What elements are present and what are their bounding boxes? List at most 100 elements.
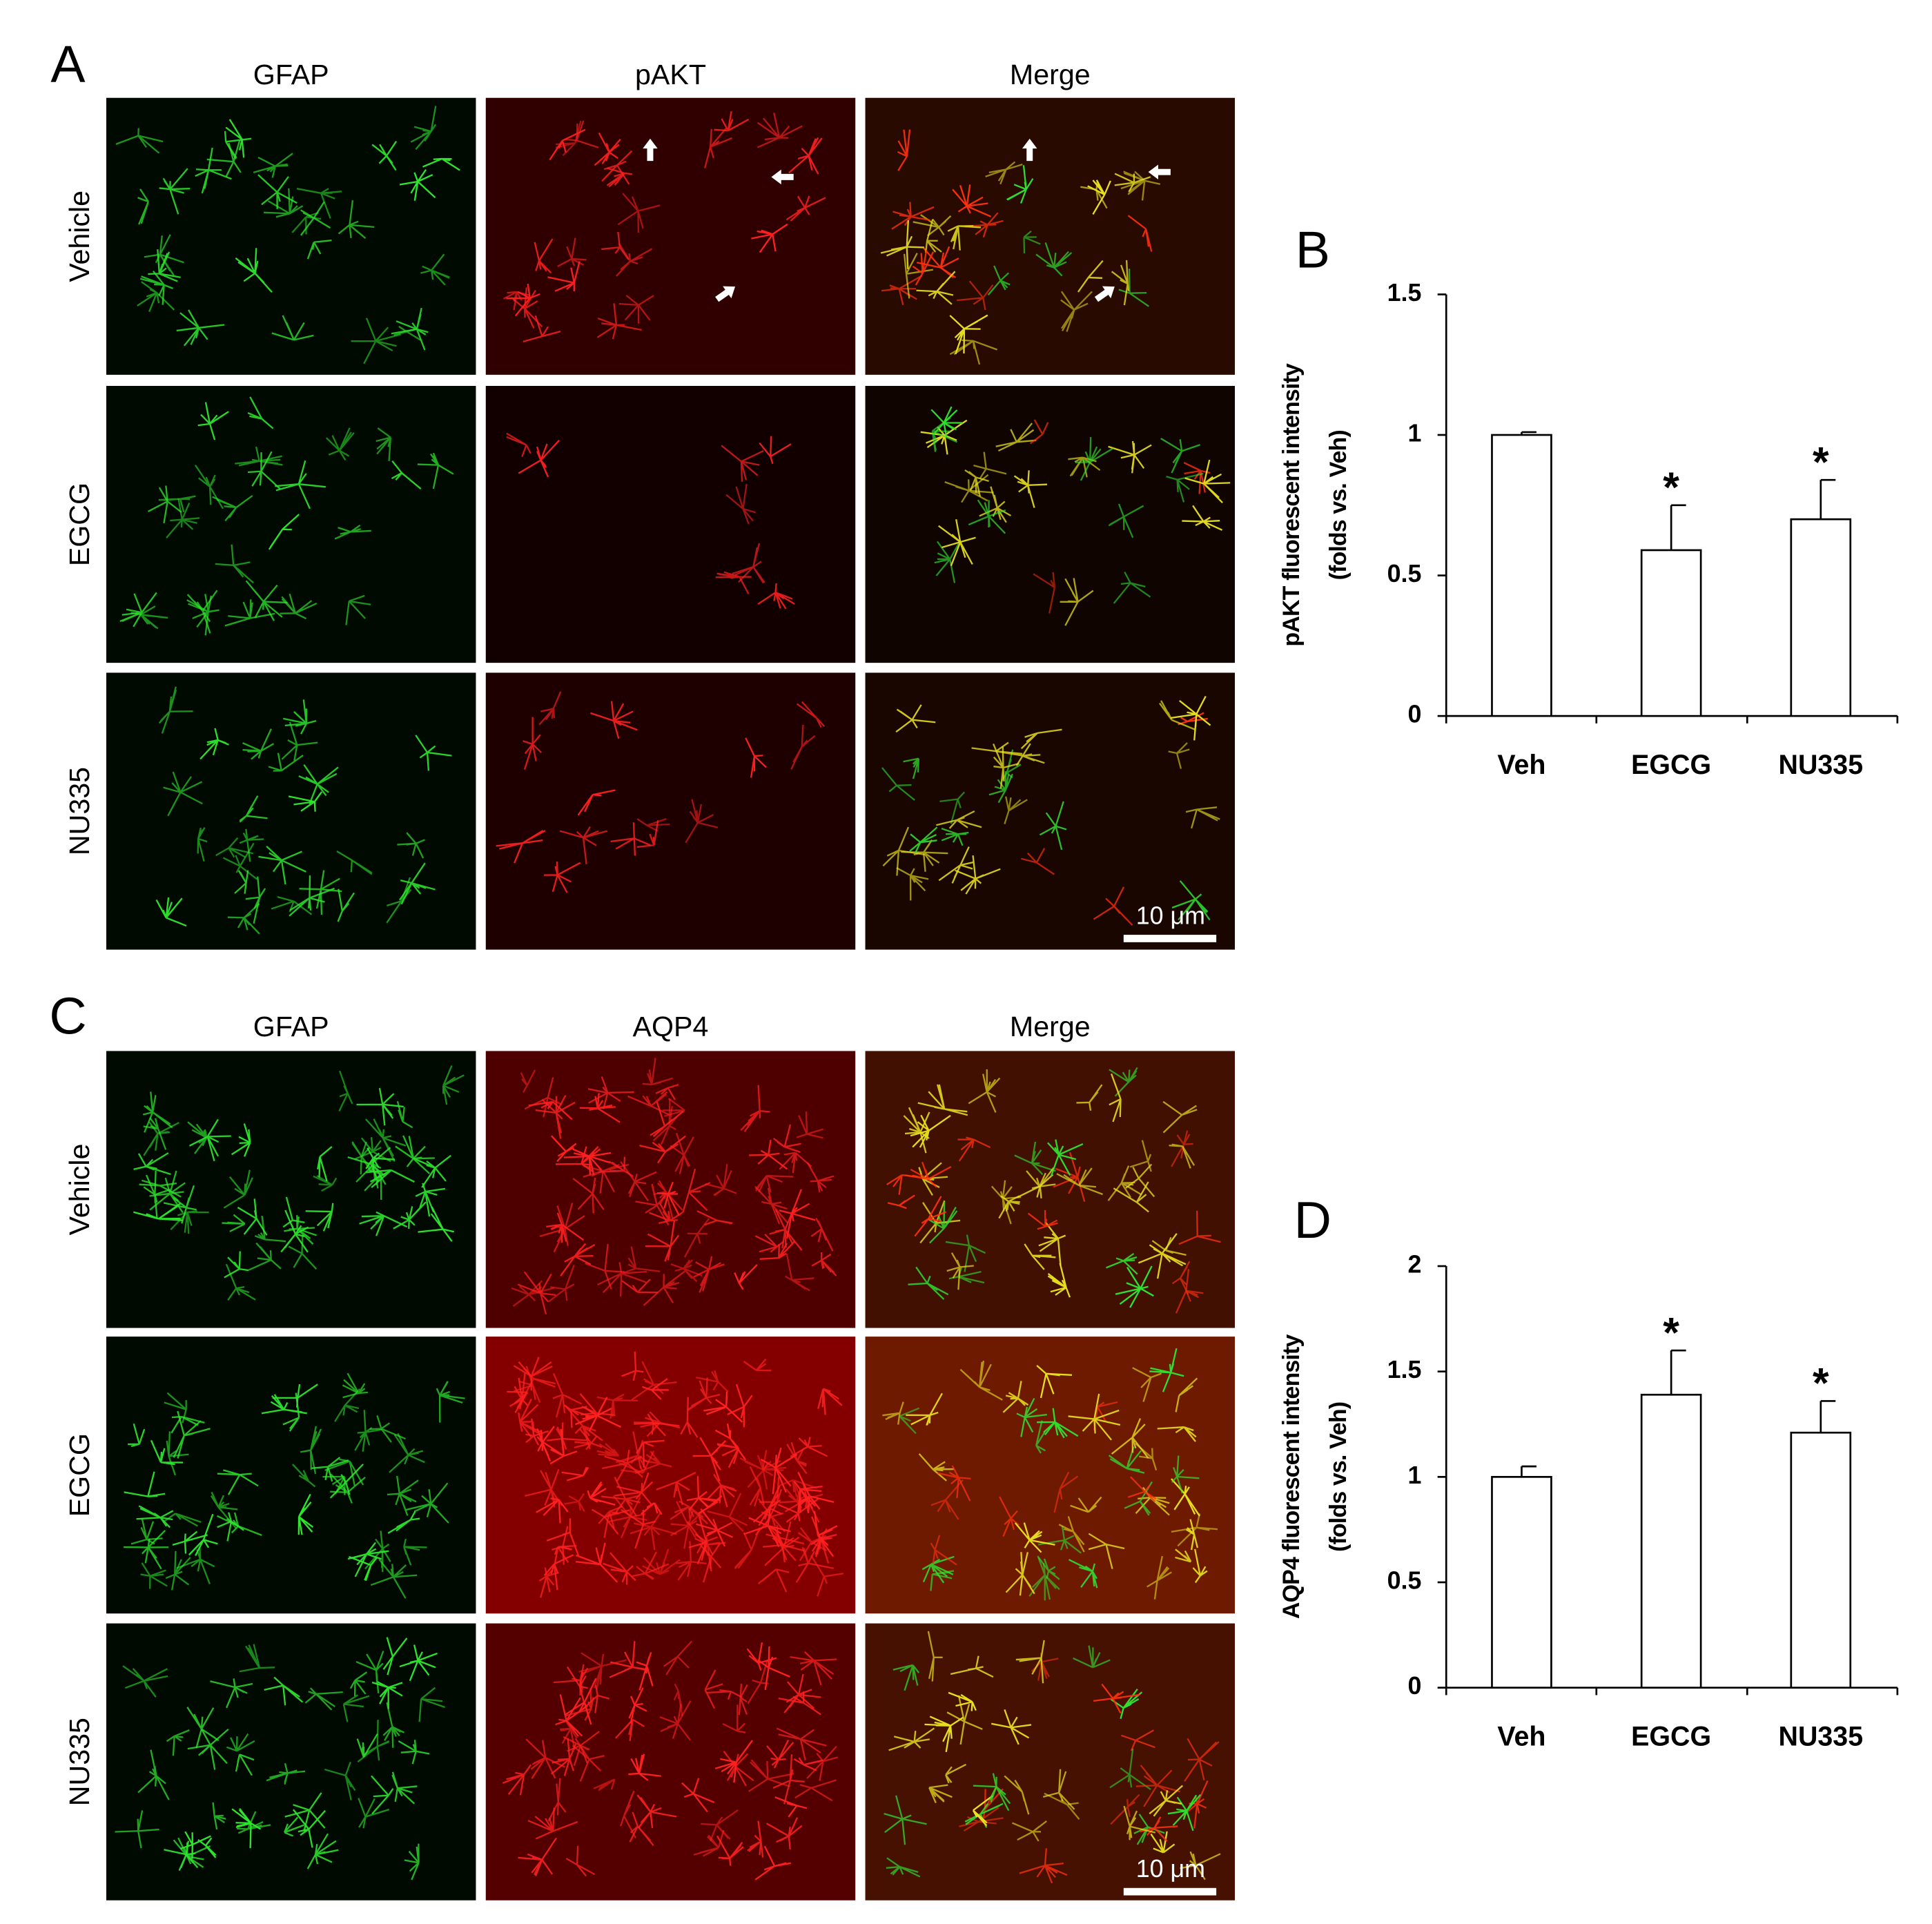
cell	[1170, 695, 1211, 741]
micrograph-cells	[119, 396, 454, 636]
cell	[936, 810, 982, 829]
micrograph	[485, 385, 856, 663]
cell	[790, 1437, 828, 1458]
cell	[357, 1720, 390, 1763]
cell	[1076, 1084, 1103, 1111]
cell	[952, 184, 991, 217]
cell	[760, 1447, 798, 1495]
cell	[382, 1637, 408, 1675]
cell	[634, 1413, 680, 1437]
cell	[165, 1551, 191, 1591]
cell	[747, 1820, 764, 1858]
cell	[757, 1568, 790, 1593]
cell	[399, 168, 436, 201]
cell	[723, 1751, 754, 1787]
cell	[705, 1164, 737, 1196]
micrograph-cells	[124, 1372, 465, 1599]
cell	[910, 1114, 951, 1148]
cell	[749, 1466, 765, 1507]
cell	[790, 724, 816, 770]
cell	[578, 1652, 627, 1691]
cell	[355, 1163, 387, 1189]
y-tick-label: 0	[1407, 701, 1421, 728]
cell	[1108, 503, 1144, 538]
cell	[772, 1754, 805, 1805]
cell	[399, 862, 436, 905]
cell	[552, 1373, 583, 1418]
x-tick-label: EGCG	[1631, 1722, 1711, 1752]
cell	[375, 427, 392, 461]
cell	[245, 580, 288, 621]
cell	[418, 1687, 445, 1722]
cell	[650, 1102, 684, 1138]
cell	[769, 1207, 803, 1251]
cell	[224, 1251, 249, 1279]
cell	[187, 1728, 229, 1770]
cell	[683, 1218, 710, 1258]
cell	[947, 225, 982, 251]
cell	[576, 1542, 618, 1583]
cell	[1033, 572, 1056, 614]
arrow	[1148, 164, 1171, 179]
cell	[337, 888, 355, 922]
y-tick-label: 1.5	[1387, 1356, 1422, 1383]
cell	[806, 1162, 835, 1192]
cell	[1149, 1348, 1184, 1392]
cell	[598, 1156, 634, 1178]
cell	[629, 1811, 654, 1846]
cell	[258, 846, 306, 885]
cell	[391, 460, 422, 490]
cell	[641, 1502, 663, 1515]
micrograph-cells	[507, 1351, 844, 1598]
cell	[517, 1271, 556, 1315]
bar	[1790, 518, 1852, 717]
cell	[715, 571, 752, 594]
cell	[546, 1212, 585, 1243]
column-header: Merge	[1010, 59, 1091, 90]
cell	[1171, 880, 1211, 921]
cell	[506, 283, 540, 317]
cell	[413, 1154, 451, 1188]
cell	[261, 1394, 307, 1415]
cell	[928, 1784, 953, 1804]
cell	[1113, 571, 1151, 604]
cell	[525, 1418, 549, 1446]
cell	[776, 1727, 827, 1761]
cell	[985, 161, 1023, 185]
cell	[766, 1739, 794, 1769]
cell	[305, 1203, 334, 1232]
cell	[592, 1508, 630, 1535]
cell	[714, 111, 750, 132]
cell	[292, 1464, 316, 1488]
cell	[351, 1141, 374, 1175]
cell	[1004, 796, 1028, 824]
cell	[563, 1148, 612, 1176]
cell	[1015, 743, 1045, 766]
cell	[359, 1211, 408, 1236]
cell	[1028, 1555, 1060, 1601]
x-tick-label: NU335	[1779, 750, 1864, 780]
scale-bar	[1123, 935, 1217, 942]
cell	[172, 1531, 208, 1554]
cell	[673, 1683, 683, 1717]
cell	[133, 1152, 171, 1176]
cell	[973, 1773, 1011, 1811]
cell	[1186, 1519, 1199, 1551]
micrograph	[865, 1623, 1235, 1901]
cell	[253, 153, 293, 178]
cell	[128, 1423, 146, 1448]
cell	[398, 1740, 430, 1765]
cell	[973, 451, 1007, 480]
cell	[1035, 1420, 1046, 1454]
cell	[928, 1201, 958, 1244]
micrograph	[865, 97, 1235, 375]
cell	[930, 1535, 957, 1566]
cell	[186, 1707, 219, 1749]
cell	[338, 1070, 353, 1111]
cell	[364, 1531, 391, 1573]
cell	[1006, 165, 1034, 204]
cell	[972, 1795, 994, 1827]
cell	[1175, 1377, 1198, 1412]
cell	[995, 422, 1037, 452]
cell	[358, 1798, 390, 1829]
